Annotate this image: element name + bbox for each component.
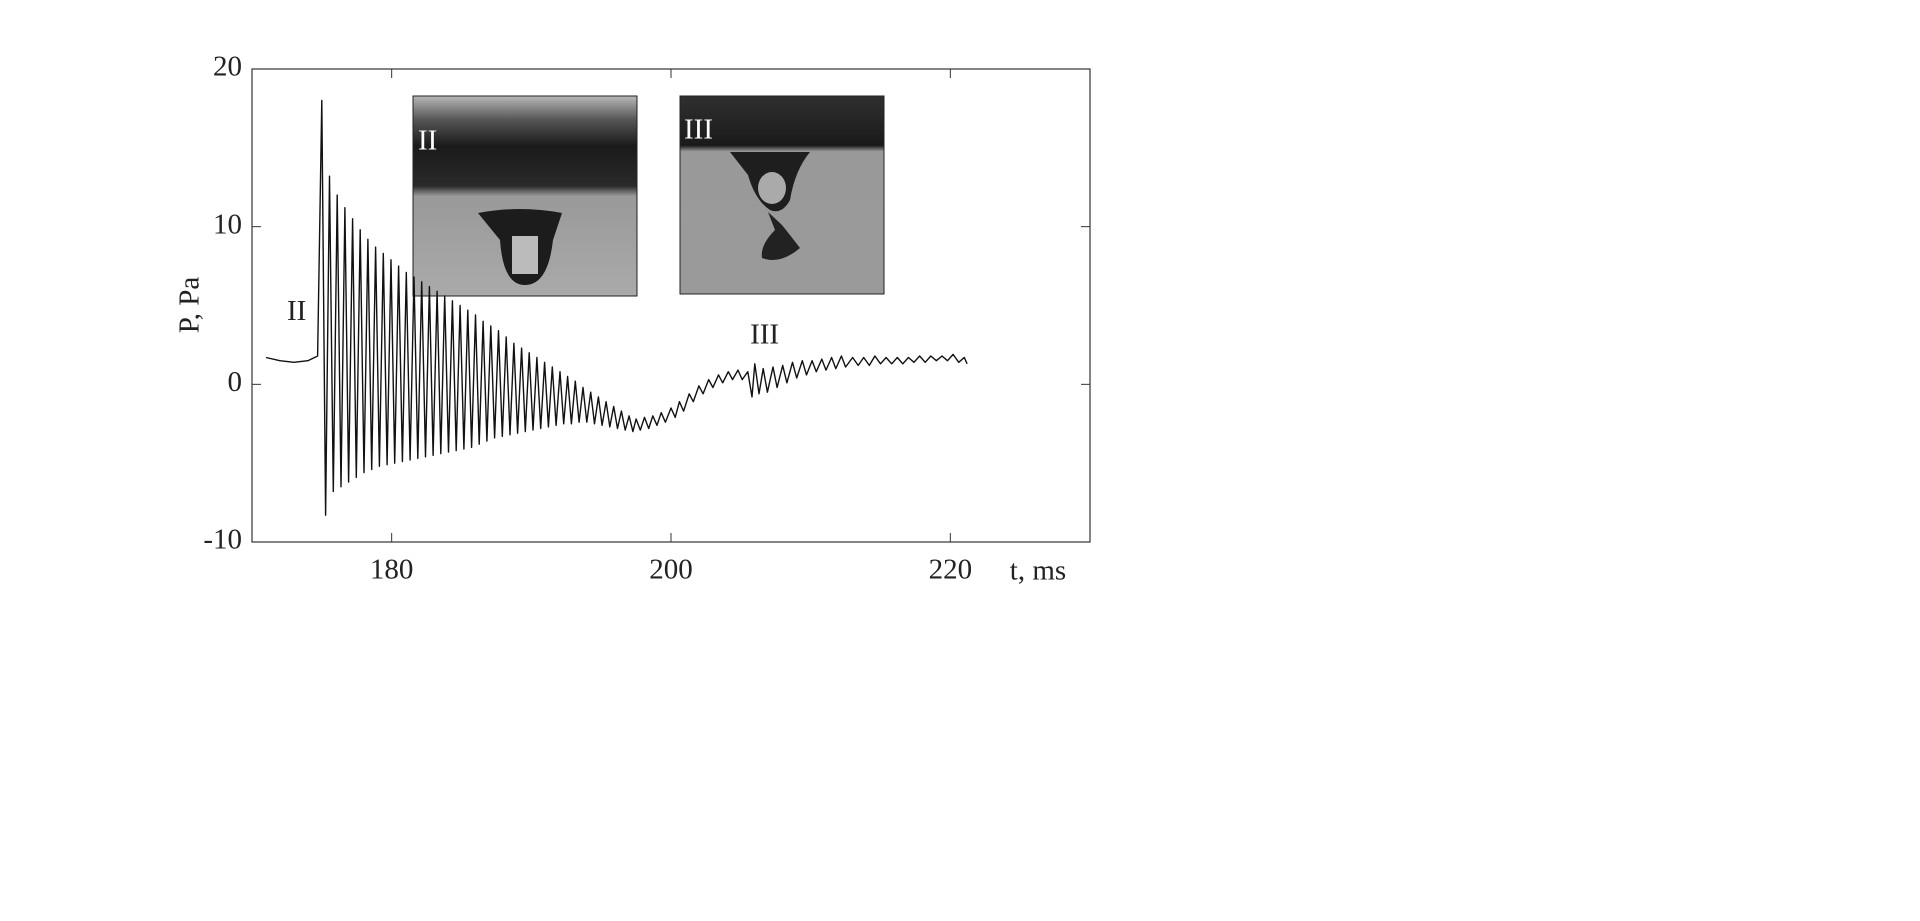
y-tick-label: 20 — [213, 51, 242, 83]
y-tick-label: 10 — [213, 208, 242, 240]
y-tick-label: -10 — [203, 524, 242, 556]
inset-label: III — [684, 114, 713, 146]
x-tick-label: 180 — [370, 554, 414, 586]
x-tick-label: 200 — [649, 554, 693, 586]
inset-iii — [679, 95, 885, 295]
annotation: II — [287, 295, 306, 327]
x-axis-label: t, ms — [1010, 555, 1066, 587]
drop-highlight — [758, 172, 786, 204]
plot-frame — [251, 68, 1091, 543]
x-tick-label: 220 — [929, 554, 973, 586]
data-line — [265, 99, 968, 516]
y-tick-label: 0 — [228, 366, 243, 398]
drop-highlight — [512, 236, 538, 274]
inset-ii — [412, 95, 638, 297]
annotation: III — [750, 319, 779, 351]
inset-label: II — [418, 125, 437, 157]
y-axis-label: P, Pa — [174, 277, 206, 334]
drop-fragment — [761, 212, 800, 261]
